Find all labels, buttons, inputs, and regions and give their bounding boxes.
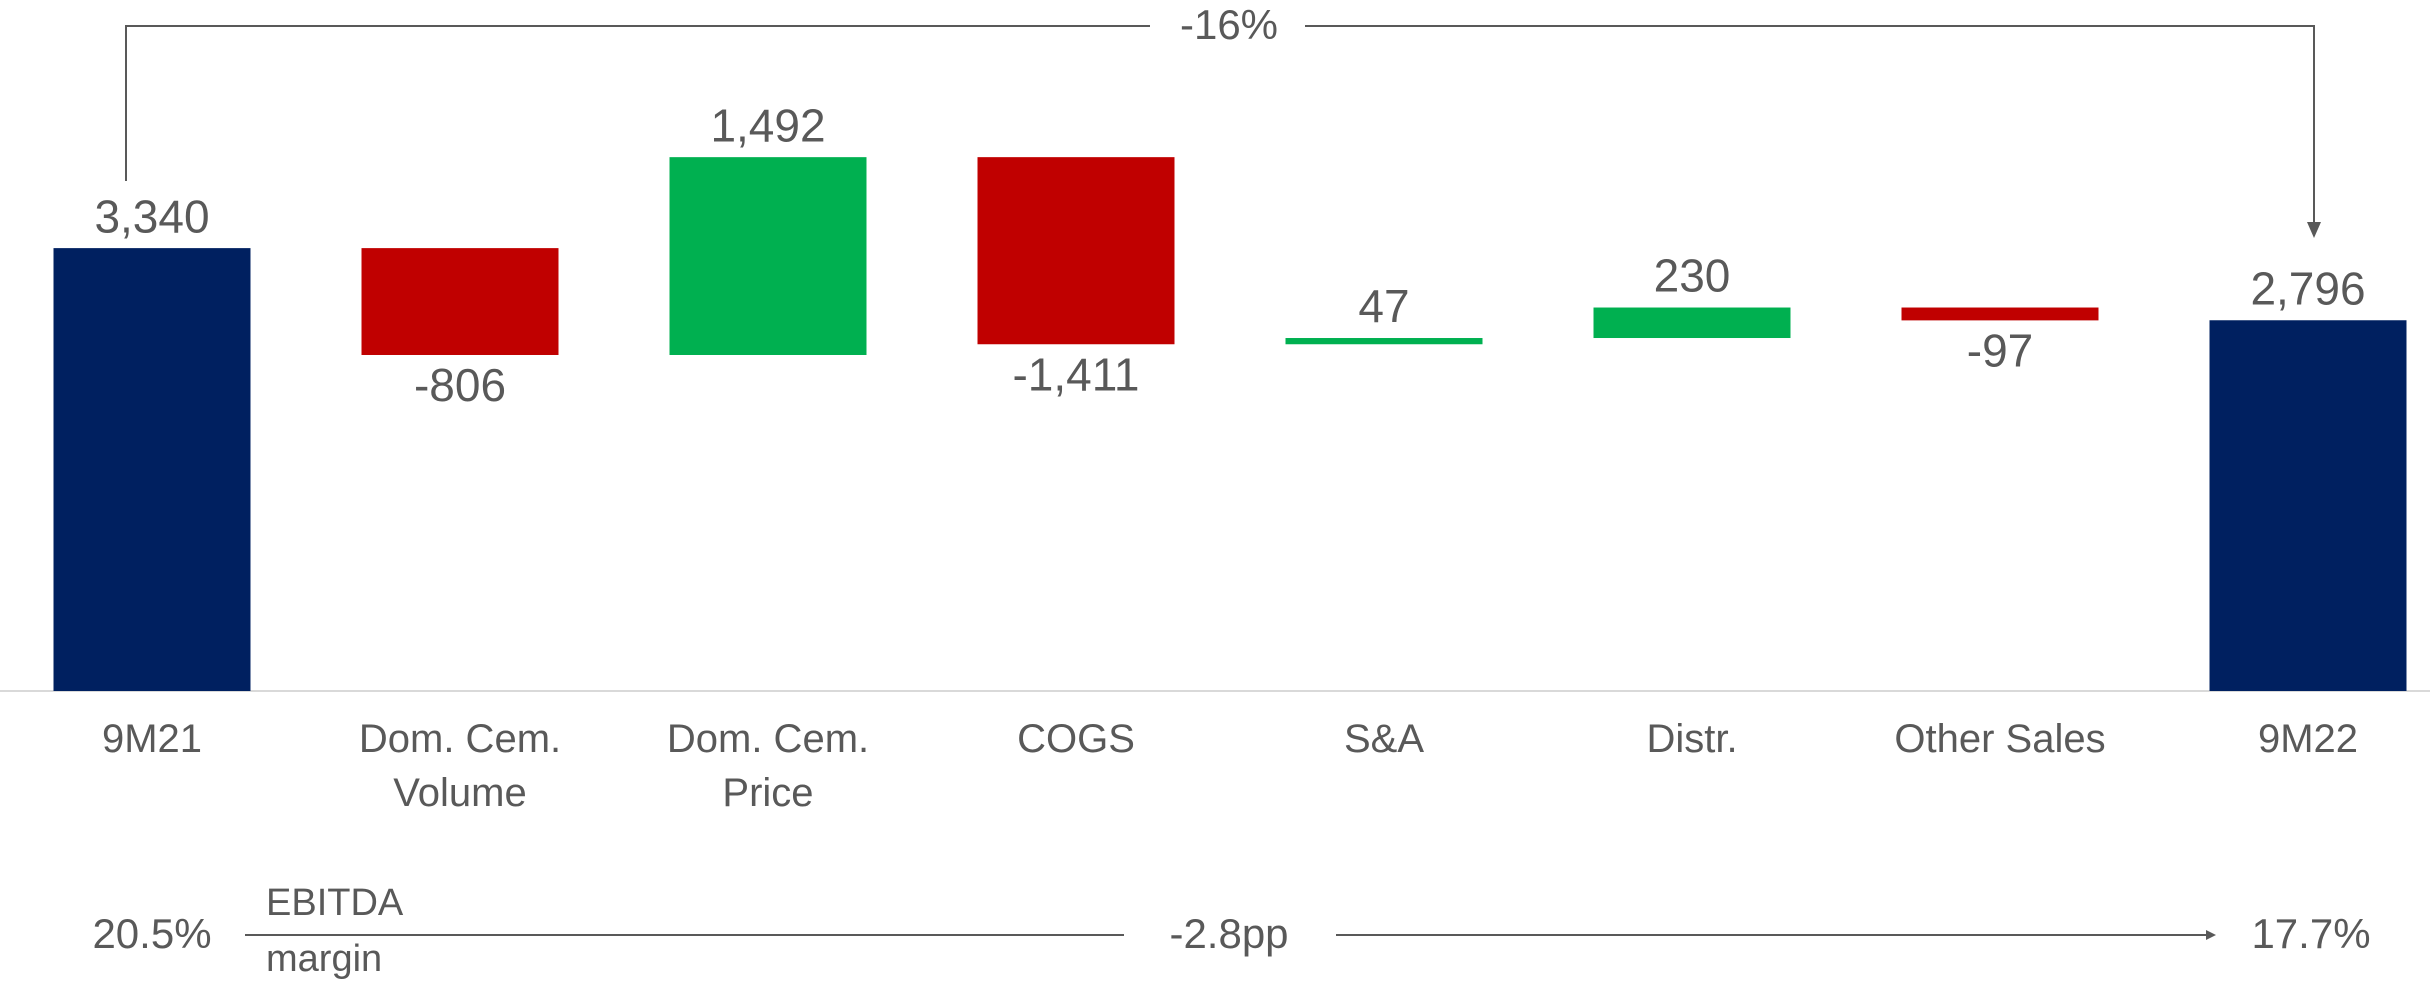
value-label: -1,411 <box>1012 348 1139 400</box>
margin-start: 20.5% <box>92 910 211 957</box>
bar <box>2209 320 2407 691</box>
value-label: 230 <box>1654 250 1731 302</box>
category-label: Other Sales <box>1894 717 2106 761</box>
bar <box>1593 307 1791 339</box>
category-label: Distr. <box>1646 717 1738 761</box>
margin-end: 17.7% <box>2251 910 2370 957</box>
category-label: S&A <box>1343 717 1425 761</box>
change-label: -16% <box>1180 1 1278 48</box>
bar <box>1285 338 1483 345</box>
value-label: 47 <box>1358 280 1409 332</box>
bar <box>361 248 559 355</box>
value-label: -97 <box>1967 325 2033 377</box>
margin-change: -2.8pp <box>1169 910 1288 957</box>
bar <box>977 157 1175 345</box>
category-label: 9M22 <box>2257 717 2359 761</box>
category-label: Dom. Cem. Price <box>666 717 870 815</box>
value-label: 3,340 <box>94 190 209 242</box>
category-label: Dom. Cem. Volume <box>358 717 562 815</box>
bar <box>1901 307 2099 321</box>
value-label: 2,796 <box>2250 262 2365 314</box>
bracket-right <box>1305 25 2321 238</box>
category-label: 9M21 <box>101 717 203 761</box>
bracket-left <box>125 25 1150 181</box>
value-label: 1,492 <box>710 99 825 151</box>
value-label: -806 <box>414 359 506 411</box>
bar <box>669 157 867 355</box>
margin-label: EBITDA margin <box>266 882 402 980</box>
category-label: COGS <box>1017 717 1135 761</box>
bar <box>53 248 251 691</box>
